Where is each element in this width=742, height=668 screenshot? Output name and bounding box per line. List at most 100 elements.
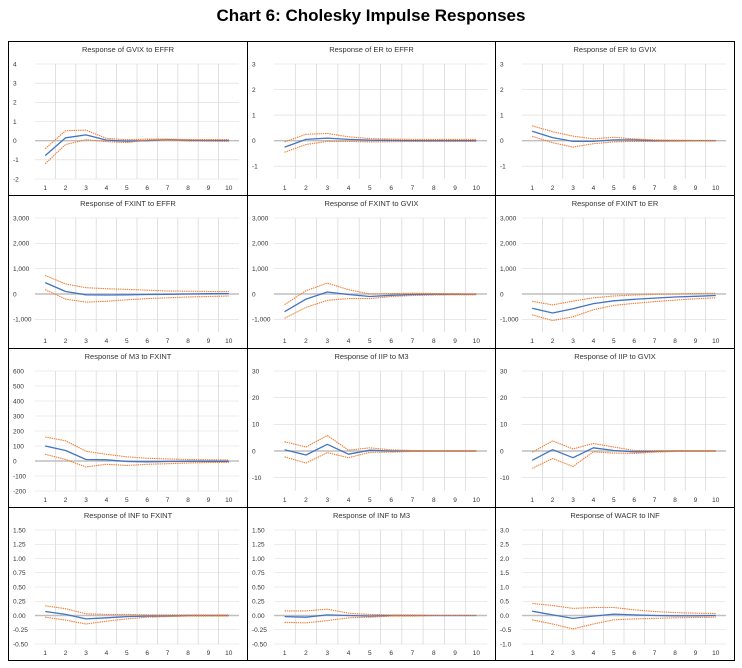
y-tick-label: 3 <box>13 80 17 87</box>
y-tick-label: 600 <box>13 368 24 375</box>
x-tick-label: 6 <box>632 650 636 657</box>
x-tick-label: 2 <box>64 338 68 345</box>
response-line <box>45 610 229 620</box>
x-tick-label: 7 <box>166 650 170 657</box>
lower-band-line <box>532 616 716 630</box>
y-tick-label: 0.75 <box>13 570 26 577</box>
y-tick-label: 1,000 <box>252 266 269 273</box>
lower-band-line <box>45 453 229 468</box>
chart-panel-er-effr: Response of ER to EFFR -1 0 1 2 3 1 2 3 4 5 6 7 8 9 10 <box>248 42 496 196</box>
x-tick-label: 6 <box>632 497 636 504</box>
x-tick-label: 10 <box>473 497 481 504</box>
x-tick-label: 1 <box>43 650 47 657</box>
response-line <box>284 291 477 313</box>
y-tick-label: 2.5 <box>500 542 509 549</box>
y-tick-label: 0.25 <box>252 599 265 606</box>
response-line <box>45 445 229 463</box>
y-tick-label: -10 <box>252 475 262 482</box>
y-tick-label: 0.00 <box>13 613 26 620</box>
y-tick-label: -200 <box>13 488 26 495</box>
y-tick-label: -1,000 <box>500 317 519 324</box>
x-tick-label: 5 <box>125 650 129 657</box>
x-tick-label: 8 <box>432 650 436 657</box>
y-tick-label: 2,000 <box>13 241 30 248</box>
y-tick-label: 3,000 <box>500 215 517 222</box>
upper-band-line <box>532 602 716 615</box>
y-tick-label: 0 <box>500 291 504 298</box>
x-tick-label: 9 <box>207 650 211 657</box>
chart-panel-inf-fxint: Response of INF to FXINT -0.50 -0.25 0.00 0… <box>9 508 248 660</box>
lower-band-line <box>44 139 229 165</box>
x-tick-label: 5 <box>368 650 372 657</box>
y-tick-label: 0.5 <box>500 599 509 606</box>
x-tick-label: 7 <box>411 338 415 345</box>
x-tick-label: 5 <box>612 338 616 345</box>
upper-band-line <box>45 436 229 461</box>
y-tick-label: 30 <box>252 368 260 375</box>
x-tick-label: 9 <box>694 338 698 345</box>
x-tick-label: 1 <box>283 185 287 192</box>
panel-title: Response of ER to EFFR <box>329 45 414 54</box>
y-tick-label: 1 <box>13 119 17 126</box>
y-tick-label: 0 <box>252 291 256 298</box>
x-tick-label: 7 <box>166 185 170 192</box>
page-title: Chart 6: Cholesky Impulse Responses <box>216 6 526 25</box>
line-chart: -0.50 -0.25 0.00 0.25 0.50 0.75 1.00 1.25 1.50 1 2… <box>13 527 239 657</box>
response-line <box>284 137 477 148</box>
y-tick-label: -0.25 <box>13 627 28 634</box>
x-tick-label: 7 <box>411 497 415 504</box>
panel-title: Response of FXINT to EFFR <box>80 199 176 208</box>
line-chart: -10 0 10 20 30 1 2 3 4 5 6 7 8 9 10 <box>252 368 487 504</box>
y-tick-label: 500 <box>13 383 24 390</box>
x-tick-label: 6 <box>145 497 149 504</box>
chart-grid: Response of GVIX to EFFR -2 -1 0 1 2 3 4 1 2 3 4 5 6… <box>8 41 735 661</box>
y-tick-label: 2 <box>252 87 256 94</box>
upper-band-line <box>532 292 716 306</box>
chart-panel-fxint-er: Response of FXINT to ER -1,000 0 1,000 2,00… <box>496 196 734 349</box>
line-chart: -1,000 0 1,000 2,000 3,000 1 2 3 4 5 6 7 8 9 10 <box>500 215 726 345</box>
y-tick-label: 0.75 <box>252 570 265 577</box>
x-tick-label: 7 <box>166 338 170 345</box>
upper-band-line <box>531 440 716 453</box>
y-tick-label: -2 <box>13 176 19 183</box>
y-tick-label: 20 <box>500 395 508 402</box>
y-tick-label: -0.50 <box>13 641 28 648</box>
x-tick-label: 5 <box>125 338 129 345</box>
y-tick-label: 10 <box>252 422 260 429</box>
x-tick-label: 4 <box>105 650 109 657</box>
x-tick-label: 8 <box>186 650 190 657</box>
chart-panel-er-gvix: Response of ER to GVIX -1 0 1 2 3 1 2 3 4 5 6 7 8 9 10 <box>496 42 734 196</box>
y-tick-label: 0 <box>252 448 256 455</box>
panel-title: Response of WACR to INF <box>570 511 660 520</box>
y-tick-label: -0.25 <box>252 627 267 634</box>
x-tick-label: 1 <box>43 338 47 345</box>
x-tick-label: 7 <box>653 650 657 657</box>
x-tick-label: 4 <box>347 338 351 345</box>
y-tick-label: 1 <box>252 112 256 119</box>
y-tick-label: 1.25 <box>13 542 26 549</box>
x-tick-label: 8 <box>432 185 436 192</box>
x-tick-label: 1 <box>283 650 287 657</box>
x-tick-label: 5 <box>612 185 616 192</box>
y-tick-label: -1,000 <box>13 317 32 324</box>
y-tick-label: -10 <box>500 475 510 482</box>
x-tick-label: 5 <box>368 497 372 504</box>
y-tick-label: 100 <box>13 443 24 450</box>
x-tick-label: 8 <box>673 185 677 192</box>
x-tick-label: 7 <box>653 338 657 345</box>
x-tick-label: 10 <box>473 650 481 657</box>
x-tick-label: 8 <box>673 650 677 657</box>
chart-panel-fxint-effr: Response of FXINT to EFFR -1,000 0 1,000 2,… <box>9 196 248 349</box>
lower-band-line <box>532 297 716 322</box>
y-tick-label: 3,000 <box>252 215 269 222</box>
x-tick-label: 2 <box>304 185 308 192</box>
y-tick-label: 2,000 <box>252 241 269 248</box>
x-tick-label: 9 <box>453 185 457 192</box>
x-tick-label: 2 <box>304 650 308 657</box>
x-tick-label: 7 <box>411 185 415 192</box>
x-tick-label: 2 <box>551 497 555 504</box>
y-tick-label: -1 <box>252 164 258 171</box>
y-tick-label: 400 <box>13 398 24 405</box>
x-tick-label: 6 <box>632 185 636 192</box>
x-tick-label: 8 <box>673 338 677 345</box>
